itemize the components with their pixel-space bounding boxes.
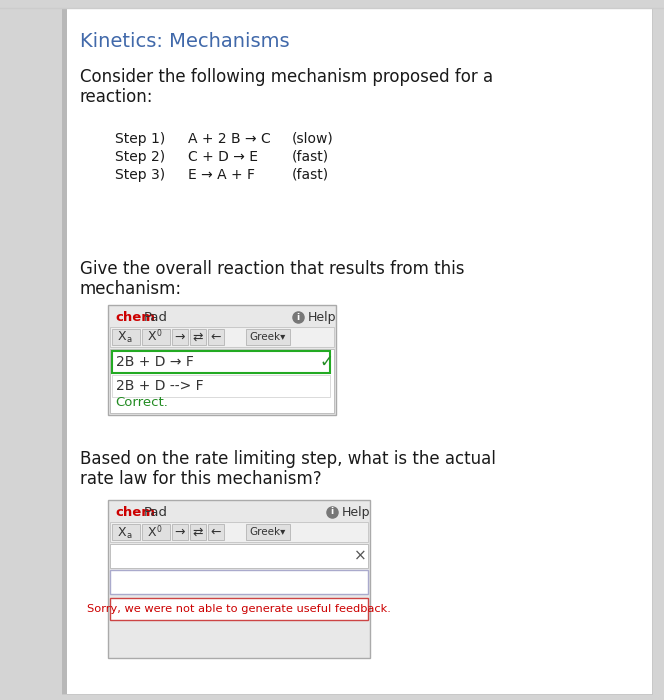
Text: Step 2): Step 2)	[115, 150, 165, 164]
FancyBboxPatch shape	[190, 524, 206, 540]
Text: ⇄: ⇄	[193, 526, 203, 538]
FancyBboxPatch shape	[112, 329, 140, 345]
FancyBboxPatch shape	[112, 351, 330, 373]
Text: i: i	[331, 508, 333, 517]
Text: i: i	[296, 312, 299, 321]
Text: Step 1): Step 1)	[115, 132, 165, 146]
FancyBboxPatch shape	[172, 329, 188, 345]
FancyBboxPatch shape	[246, 524, 290, 540]
Text: a: a	[127, 335, 132, 344]
FancyBboxPatch shape	[110, 522, 368, 542]
Text: ×: ×	[354, 549, 367, 564]
Text: ←: ←	[210, 526, 221, 538]
Text: Consider the following mechanism proposed for a: Consider the following mechanism propose…	[80, 68, 493, 86]
FancyBboxPatch shape	[208, 329, 224, 345]
FancyBboxPatch shape	[208, 524, 224, 540]
Text: 2B + D --> F: 2B + D --> F	[116, 379, 204, 393]
Text: X: X	[118, 526, 127, 538]
FancyBboxPatch shape	[108, 500, 370, 658]
Text: Kinetics: Mechanisms: Kinetics: Mechanisms	[80, 32, 290, 51]
Text: →: →	[175, 330, 185, 344]
FancyBboxPatch shape	[142, 524, 170, 540]
FancyBboxPatch shape	[190, 329, 206, 345]
Text: Step 3): Step 3)	[115, 168, 165, 182]
Text: (fast): (fast)	[292, 150, 329, 164]
Text: chem: chem	[115, 311, 155, 324]
Text: mechanism:: mechanism:	[80, 280, 182, 298]
Text: Based on the rate limiting step, what is the actual: Based on the rate limiting step, what is…	[80, 450, 496, 468]
FancyBboxPatch shape	[110, 349, 334, 413]
FancyBboxPatch shape	[110, 544, 368, 568]
Text: (slow): (slow)	[292, 132, 334, 146]
Text: X: X	[148, 330, 157, 344]
FancyBboxPatch shape	[108, 305, 336, 415]
Text: (fast): (fast)	[292, 168, 329, 182]
Text: Help: Help	[342, 506, 371, 519]
Text: Greek▾: Greek▾	[250, 332, 286, 342]
Text: X: X	[118, 330, 127, 344]
Text: C + D → E: C + D → E	[188, 150, 258, 164]
Text: A + 2 B → C: A + 2 B → C	[188, 132, 271, 146]
FancyBboxPatch shape	[172, 524, 188, 540]
FancyBboxPatch shape	[142, 329, 170, 345]
Text: ⇄: ⇄	[193, 330, 203, 344]
Text: →: →	[175, 526, 185, 538]
Text: 0: 0	[157, 524, 162, 533]
Text: rate law for this mechanism?: rate law for this mechanism?	[80, 470, 321, 488]
FancyBboxPatch shape	[62, 8, 67, 694]
Text: E → A + F: E → A + F	[188, 168, 255, 182]
FancyBboxPatch shape	[110, 598, 368, 620]
Text: ✓: ✓	[319, 353, 333, 371]
FancyBboxPatch shape	[112, 524, 140, 540]
FancyBboxPatch shape	[112, 375, 330, 397]
Text: Greek▾: Greek▾	[250, 527, 286, 537]
FancyBboxPatch shape	[246, 329, 290, 345]
Text: Pad: Pad	[144, 311, 168, 324]
Text: X: X	[148, 526, 157, 538]
FancyBboxPatch shape	[110, 570, 368, 594]
FancyBboxPatch shape	[110, 327, 334, 347]
Text: Pad: Pad	[144, 506, 168, 519]
Text: Sorry, we were not able to generate useful feedback.: Sorry, we were not able to generate usef…	[87, 604, 391, 614]
Text: reaction:: reaction:	[80, 88, 153, 106]
Text: a: a	[127, 531, 132, 540]
Text: Give the overall reaction that results from this: Give the overall reaction that results f…	[80, 260, 465, 278]
Text: Correct.: Correct.	[115, 396, 168, 409]
FancyBboxPatch shape	[62, 8, 652, 694]
Text: Help: Help	[308, 311, 337, 324]
Text: chem: chem	[115, 506, 155, 519]
Text: 0: 0	[157, 330, 162, 339]
Text: ←: ←	[210, 330, 221, 344]
Text: 2B + D → F: 2B + D → F	[116, 355, 194, 369]
